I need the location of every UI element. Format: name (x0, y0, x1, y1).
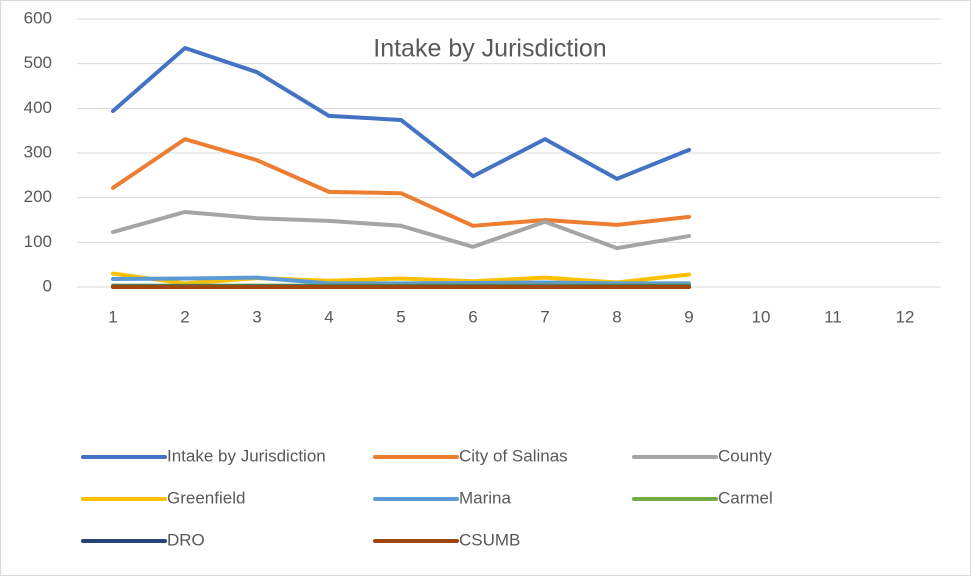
x-tick-label: 2 (180, 307, 189, 326)
y-tick-label: 500 (24, 53, 52, 72)
x-tick-label: 6 (468, 307, 477, 326)
x-tick-label: 12 (896, 307, 915, 326)
x-tick-label: 10 (752, 307, 771, 326)
y-tick-label: 400 (24, 98, 52, 117)
x-tick-label: 1 (108, 307, 117, 326)
legend-label: Carmel (718, 488, 773, 507)
x-tick-label: 7 (540, 307, 549, 326)
legend-label: Greenfield (167, 488, 245, 507)
legend-label: Marina (459, 488, 512, 507)
y-tick-label: 300 (24, 142, 52, 161)
series-line (111, 46, 691, 181)
series-line (111, 137, 691, 228)
legend-label: City of Salinas (459, 446, 568, 465)
x-tick-label: 11 (824, 307, 842, 326)
x-tick-label: 8 (612, 307, 621, 326)
legend-label: DRO (167, 530, 205, 549)
y-tick-label: 0 (43, 276, 52, 295)
y-tick-label: 600 (24, 8, 52, 27)
legend-label: County (718, 446, 772, 465)
series-line (111, 271, 691, 286)
x-tick-label: 9 (684, 307, 693, 326)
series-line (111, 209, 691, 251)
y-tick-label: 200 (24, 187, 52, 206)
x-tick-label: 5 (396, 307, 405, 326)
x-tick-label: 3 (252, 307, 261, 326)
chart-title: Intake by Jurisdiction (373, 35, 606, 63)
legend-label: CSUMB (459, 530, 520, 549)
y-tick-label: 100 (24, 232, 52, 251)
series-line (111, 275, 691, 286)
legend-label: Intake by Jurisdiction (167, 446, 326, 465)
x-tick-label: 4 (324, 307, 333, 326)
